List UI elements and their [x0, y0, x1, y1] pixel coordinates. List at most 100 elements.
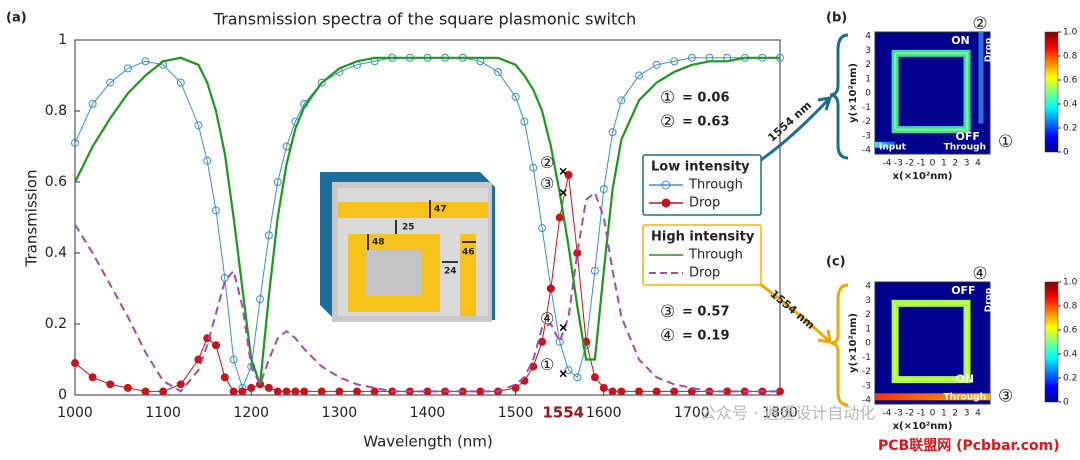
x-tick-label: 4 — [975, 159, 981, 169]
port-label: Through — [944, 143, 986, 153]
data-point — [264, 383, 273, 392]
x-tick-label: 0 — [930, 409, 936, 419]
data-point — [590, 266, 599, 275]
port-marker: ② — [972, 14, 987, 34]
data-point — [176, 78, 185, 87]
readout-value: = 0.06 — [682, 91, 730, 106]
x-tick-label: 1800 — [762, 405, 798, 421]
data-point — [520, 117, 529, 126]
watermark: 公众号 · 逍遥设计自动化 — [700, 404, 875, 423]
data-point — [670, 57, 679, 66]
data-point — [264, 231, 273, 240]
data-point — [564, 170, 573, 179]
readout-marker: ④ — [660, 326, 675, 346]
data-point — [608, 387, 617, 396]
port-marker: ① — [998, 132, 1013, 152]
data-point — [599, 185, 608, 194]
field-ring-core — [894, 52, 968, 131]
data-point — [353, 387, 361, 396]
x-tick-label: 0 — [930, 159, 936, 169]
y-axis-label: y(×10²nm) — [848, 63, 859, 123]
x-tick-label: 1300 — [322, 405, 358, 421]
panel-label: (c) — [826, 255, 846, 270]
y-tick-label: 1 — [58, 32, 67, 48]
port-state: OFF — [956, 130, 980, 143]
data-point — [212, 206, 220, 215]
data-point — [370, 387, 379, 396]
data-point — [599, 383, 608, 392]
x-tick-label: 2 — [952, 159, 958, 169]
readout-marker: ③ — [540, 174, 554, 193]
port-label: Through — [944, 393, 986, 403]
y-tick-label: -4 — [862, 396, 871, 406]
x-axis-label: x(×10²nm) — [893, 171, 953, 182]
y-tick-label: -1 — [862, 353, 871, 363]
port-label: Drop — [984, 287, 994, 312]
data-point — [635, 71, 643, 80]
colorbar-tick-label: 1.0 — [1063, 278, 1078, 288]
port-label: Drop — [984, 37, 994, 62]
legend-title: Low intensity — [651, 160, 750, 175]
data-point — [88, 373, 97, 382]
data-point — [317, 78, 326, 87]
dimension-label: 48 — [372, 238, 385, 248]
legend-label: Drop — [689, 196, 720, 211]
data-point — [106, 78, 115, 87]
legend-box — [642, 154, 762, 216]
x-tick-label: -3 — [894, 159, 903, 169]
y-tick-label: 0.2 — [45, 316, 67, 332]
data-point — [212, 341, 220, 350]
data-point — [229, 355, 238, 364]
readout-cross — [559, 324, 567, 332]
data-point — [608, 128, 617, 137]
x-axis-label: Wavelength (nm) — [363, 433, 493, 451]
legend-box — [642, 224, 762, 286]
port-state: ON — [951, 34, 970, 47]
data-point — [238, 387, 247, 396]
colorbar-tick-label: 0 — [1063, 398, 1069, 408]
legend-marker — [661, 198, 671, 208]
x-tick-label: 4 — [975, 409, 981, 419]
panel-label: (b) — [826, 11, 847, 26]
port-state: OFF — [951, 284, 975, 297]
data-point — [106, 380, 115, 389]
input-field — [875, 393, 990, 401]
readout-marker: ② — [540, 153, 554, 172]
data-point — [88, 99, 97, 108]
colorbar — [1044, 31, 1059, 153]
port-marker: ④ — [972, 264, 987, 284]
panel-label: (a) — [6, 11, 27, 26]
field-ring-core — [894, 302, 968, 381]
data-point — [546, 284, 555, 293]
colorbar-tick-label: 0.2 — [1063, 124, 1077, 134]
data-point — [494, 67, 502, 76]
legend-label: Through — [688, 178, 743, 193]
data-point — [159, 387, 168, 396]
data-point — [247, 383, 256, 392]
data-point — [555, 213, 564, 222]
dimension-label: 24 — [444, 267, 457, 277]
data-point — [71, 359, 79, 368]
y-tick-label: 3 — [865, 46, 871, 56]
series-line — [74, 191, 780, 393]
device-inset: 47 25 48 24 46 — [320, 172, 495, 322]
data-point — [635, 387, 643, 396]
data-point — [538, 337, 547, 346]
data-point — [141, 57, 150, 66]
x-tick-label: -3 — [894, 409, 903, 419]
y-tick-label: 3 — [865, 296, 871, 306]
y-tick-label: 2 — [865, 60, 871, 70]
watermark: PCB联盟网 (Pcbbar.com) — [878, 438, 1060, 454]
readout-marker: ① — [540, 355, 554, 374]
x-tick-label: -1 — [917, 159, 926, 169]
colorbar-tick-label: 1.0 — [1063, 28, 1078, 38]
readout-marker: ③ — [660, 302, 675, 322]
data-point — [652, 387, 661, 396]
colorbar-tick-label: 0.8 — [1063, 52, 1078, 62]
legend-label: Through — [688, 248, 743, 263]
readout-cross — [559, 189, 567, 197]
colorbar-tick-label: 0.4 — [1063, 350, 1078, 360]
x-tick-label: 1700 — [674, 405, 710, 421]
y-tick-label: -3 — [862, 131, 871, 141]
y-tick-label: 0.4 — [45, 245, 67, 261]
